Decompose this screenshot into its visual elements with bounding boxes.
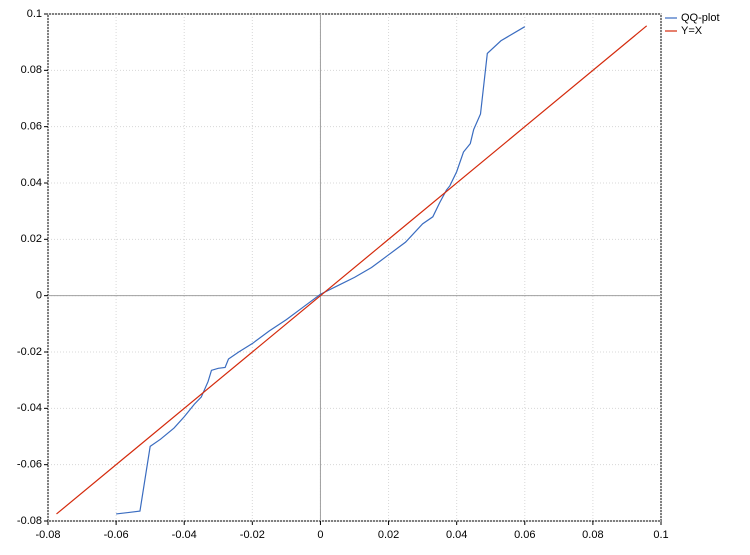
x-tick-label: 0.06 [514, 529, 535, 541]
y-tick-label: 0.02 [21, 233, 42, 245]
legend-label: Y=X [681, 25, 703, 37]
y-tick-label: -0.06 [17, 459, 42, 471]
x-tick-label: -0.04 [172, 529, 197, 541]
y-tick-label: 0 [36, 290, 42, 302]
x-tick-label: -0.08 [35, 529, 60, 541]
x-tick-label: 0.02 [378, 529, 399, 541]
data-line [116, 26, 526, 515]
legend-label: QQ-plot [681, 12, 720, 24]
y-tick-label: -0.02 [17, 346, 42, 358]
x-tick-label: 0.08 [582, 529, 603, 541]
x-tick-label: 0 [317, 529, 323, 541]
data-line [56, 25, 648, 515]
x-tick-label: -0.06 [104, 529, 129, 541]
x-tick-label: 0.1 [653, 529, 668, 541]
y-tick-label: -0.04 [17, 402, 42, 414]
y-tick-label: 0.04 [21, 177, 42, 189]
x-tick-label: 0.04 [446, 529, 467, 541]
y-tick-label: -0.08 [17, 515, 42, 527]
x-tick-label: -0.02 [240, 529, 265, 541]
y-tick-label: 0.06 [21, 121, 42, 133]
y-tick-label: 0.1 [27, 8, 42, 20]
y-tick-label: 0.08 [21, 64, 42, 76]
